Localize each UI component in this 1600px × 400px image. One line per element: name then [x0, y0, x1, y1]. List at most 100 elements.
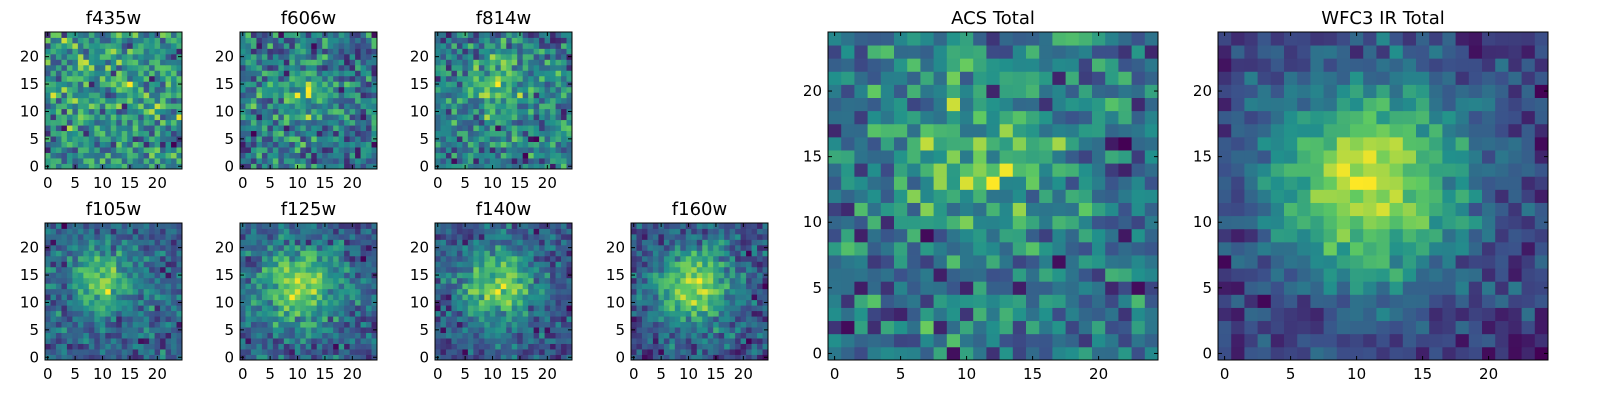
heatmap-cell: [636, 316, 643, 323]
heatmap-cell: [283, 86, 290, 93]
heatmap-cell: [1105, 333, 1119, 348]
heatmap-cell: [702, 255, 709, 262]
heatmap-cell: [445, 244, 452, 251]
heatmap-cell: [72, 147, 79, 153]
axes-frame: [630, 222, 769, 361]
heatmap-cell: [539, 119, 545, 126]
heatmap-cell: [338, 141, 345, 148]
heatmap-cell: [533, 255, 540, 262]
heatmap-cell: [138, 299, 145, 306]
heatmap-cell: [696, 321, 703, 328]
heatmap-cell: [138, 70, 145, 77]
heatmap-cell: [127, 70, 134, 77]
heatmap-cell: [561, 32, 567, 38]
heatmap-cell: [149, 310, 155, 317]
heatmap-cell: [506, 228, 513, 235]
heatmap-cell: [72, 316, 79, 323]
heatmap-cell: [691, 283, 698, 290]
heatmap-cell: [522, 277, 529, 284]
heatmap-cell: [566, 59, 573, 66]
heatmap-cell: [735, 354, 741, 361]
heatmap-cell: [300, 32, 307, 38]
heatmap-cell: [757, 244, 763, 251]
heatmap-cell: [511, 147, 518, 153]
heatmap-cell: [1118, 294, 1132, 308]
heatmap-cell: [283, 103, 290, 110]
heatmap-cell: [327, 327, 334, 333]
heatmap-cell: [55, 158, 62, 164]
heatmap-cell: [511, 130, 518, 137]
heatmap-cell: [327, 86, 334, 93]
heatmap-cell: [105, 163, 112, 170]
heatmap-cell: [517, 125, 524, 132]
heatmap-cell: [294, 42, 301, 49]
heatmap-cell: [555, 81, 562, 88]
heatmap-cell: [894, 176, 908, 190]
heatmap-cell: [729, 250, 736, 257]
heatmap-cell: [735, 223, 741, 229]
heatmap-cell: [165, 86, 172, 93]
heatmap-cell: [261, 316, 268, 323]
heatmap-cell: [50, 294, 57, 301]
heatmap-cell: [360, 81, 367, 88]
heatmap-cells: [435, 32, 573, 170]
heatmap-cell: [61, 321, 68, 328]
heatmap-cell: [366, 97, 372, 104]
heatmap-cell: [267, 332, 274, 339]
heatmap-cell: [462, 70, 469, 77]
heatmap-cell: [143, 349, 150, 355]
heatmap-cell: [746, 272, 752, 279]
heatmap-cell: [272, 147, 279, 153]
heatmap-cell: [94, 114, 101, 121]
heatmap-cell: [94, 332, 101, 339]
heatmap-cell: [261, 48, 268, 55]
heatmap-cell: [762, 305, 769, 312]
heatmap-cell: [550, 75, 556, 82]
heatmap-cell: [724, 299, 731, 306]
heatmap-cell: [116, 299, 123, 306]
heatmap-cell: [360, 70, 367, 77]
heatmap-cell: [94, 141, 101, 148]
heatmap-cell: [344, 266, 350, 273]
heatmap-cell: [138, 294, 145, 301]
heatmap-cell: [489, 59, 496, 66]
heatmap-cell: [1092, 228, 1106, 243]
heatmap-cell: [762, 266, 769, 273]
heatmap-cell: [456, 92, 463, 99]
heatmap-cell: [669, 343, 676, 350]
heatmap-cell: [267, 244, 274, 251]
heatmap-cell: [907, 333, 921, 348]
heatmap-cell: [88, 261, 95, 268]
heatmap-cell: [94, 343, 101, 350]
heatmap-cell: [267, 228, 274, 235]
heatmap-cell: [533, 228, 540, 235]
heatmap-cell: [55, 59, 62, 66]
heatmap-cell: [338, 32, 345, 38]
heatmap-cell: [154, 108, 161, 115]
heatmap-cell: [685, 239, 692, 246]
heatmap-cell: [478, 32, 485, 38]
heatmap-cell: [435, 233, 441, 240]
heatmap-cell: [261, 283, 268, 290]
heatmap-cell: [841, 176, 855, 190]
heatmap-cell: [66, 42, 73, 49]
heatmap-cell: [533, 244, 540, 251]
heatmap-cell: [1078, 255, 1093, 269]
heatmap-cell: [72, 239, 79, 246]
heatmap-cell: [445, 321, 452, 328]
heatmap-cell: [360, 136, 367, 142]
heatmap-cell: [555, 321, 562, 328]
heatmap-cell: [250, 233, 257, 240]
heatmap-cell: [517, 338, 524, 344]
heatmap-cell: [555, 288, 562, 295]
heatmap-cell: [261, 75, 268, 82]
heatmap-cell: [544, 261, 551, 268]
heatmap-cell: [539, 305, 545, 312]
heatmap-cell: [333, 294, 340, 301]
heatmap-cell: [316, 103, 323, 110]
heatmap-cell: [495, 255, 502, 262]
heatmap-cell: [511, 354, 518, 361]
heatmap-cell: [261, 70, 268, 77]
heatmap-cell: [333, 255, 340, 262]
